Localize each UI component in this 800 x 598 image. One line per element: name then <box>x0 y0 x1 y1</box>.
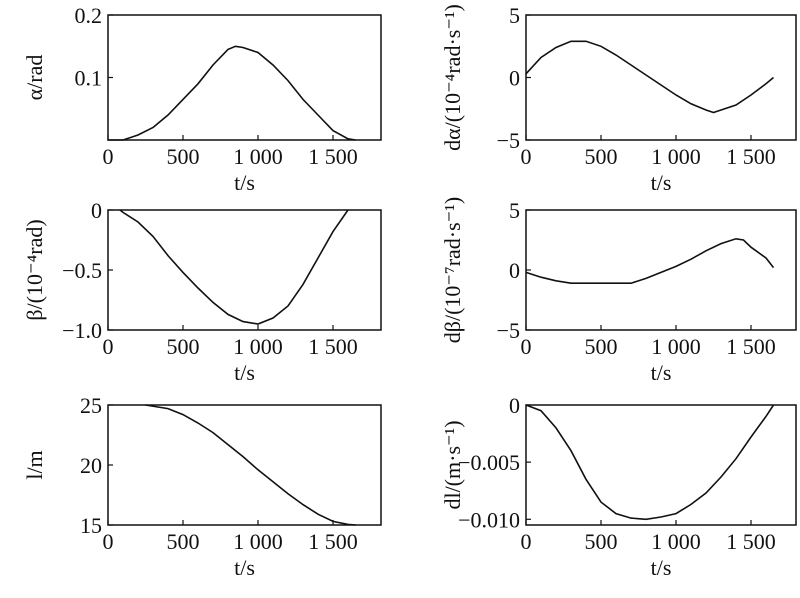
x-tick-label: 1 000 <box>651 334 701 359</box>
x-tick-label: 500 <box>167 334 200 359</box>
y-tick-label: −5 <box>497 128 520 153</box>
x-axis-label: t/s <box>234 360 255 385</box>
x-tick-label: 0 <box>103 144 114 169</box>
plot-frame <box>107 404 382 526</box>
x-tick-label: 500 <box>585 529 618 554</box>
y-tick-label: 0 <box>509 393 520 418</box>
x-tick-label: 1 500 <box>726 144 776 169</box>
x-tick-label: 1 500 <box>308 529 358 554</box>
series-line <box>525 404 775 521</box>
y-tick-label: 25 <box>80 393 102 418</box>
x-axis-label: t/s <box>234 555 255 580</box>
y-tick-label: 0 <box>509 258 520 283</box>
subplot-5: 0 500 1 000 1 500 15 20 25 t/s l/m <box>22 393 382 580</box>
x-axis-label: t/s <box>651 555 672 580</box>
y-axis-label: l/m <box>22 450 47 479</box>
y-tick-label: −0.010 <box>458 507 520 532</box>
plot-frame <box>107 209 382 331</box>
x-tick-label: 500 <box>167 144 200 169</box>
y-axis-label: α/rad <box>22 55 47 101</box>
series-line <box>119 209 349 325</box>
series-line <box>145 404 356 526</box>
x-axis-label: t/s <box>234 170 255 195</box>
x-tick-label: 1 500 <box>726 529 776 554</box>
x-tick-label: 1 000 <box>651 529 701 554</box>
x-axis-label: t/s <box>651 170 672 195</box>
x-tick-label: 500 <box>585 334 618 359</box>
x-tick-label: 1 500 <box>308 334 358 359</box>
subplot-6: 0 500 1 000 1 500 −0.010 −0.005 0 t/s dl/(m·s⁻¹) <box>440 393 797 580</box>
y-tick-label: 15 <box>80 513 102 538</box>
plot-frame <box>525 209 797 331</box>
y-axis-label: dβ/(10⁻⁷rad·s⁻¹) <box>440 197 465 343</box>
x-tick-label: 500 <box>167 529 200 554</box>
y-tick-label: 0.2 <box>75 3 103 28</box>
y-tick-label: 0 <box>91 198 102 223</box>
x-tick-label: 1 500 <box>726 334 776 359</box>
x-tick-label: 1 000 <box>233 334 283 359</box>
y-axis-label: β/(10⁻⁴rad) <box>22 219 47 320</box>
y-tick-label: −0.005 <box>458 450 520 475</box>
series-line <box>108 45 356 141</box>
x-tick-label: 0 <box>103 529 114 554</box>
subplot-3: 0 500 1 000 1 500 −1.0 −0.5 0 t/s β/(10⁻⁴rad) <box>22 198 382 385</box>
plot-frame <box>525 404 797 526</box>
x-tick-label: 1 000 <box>651 144 701 169</box>
subplot-1: 0 500 1 000 1 500 0.1 0.2 t/s α/rad <box>22 3 382 195</box>
y-tick-label: 5 <box>509 198 520 223</box>
y-tick-label: 0.1 <box>75 66 103 91</box>
y-tick-label: −0.5 <box>62 258 102 283</box>
y-axis-label: dl/(m·s⁻¹) <box>440 420 465 509</box>
x-tick-label: 1 000 <box>233 529 283 554</box>
x-tick-label: 1 000 <box>233 144 283 169</box>
x-tick-label: 0 <box>521 529 532 554</box>
x-tick-label: 0 <box>521 144 532 169</box>
series-line <box>525 40 775 114</box>
x-tick-label: 0 <box>103 334 114 359</box>
plot-frame <box>525 14 797 141</box>
x-axis-label: t/s <box>651 360 672 385</box>
series-line <box>525 237 775 285</box>
y-tick-label: 5 <box>509 3 520 28</box>
y-tick-label: −5 <box>497 318 520 343</box>
y-tick-label: 20 <box>80 453 102 478</box>
x-tick-label: 1 500 <box>308 144 358 169</box>
x-tick-label: 500 <box>585 144 618 169</box>
plot-frame <box>107 14 382 141</box>
y-axis-label: dα/(10⁻⁴rad·s⁻¹) <box>440 4 465 151</box>
y-tick-label: −1.0 <box>62 318 102 343</box>
x-tick-label: 0 <box>521 334 532 359</box>
y-tick-label: 0 <box>509 66 520 91</box>
